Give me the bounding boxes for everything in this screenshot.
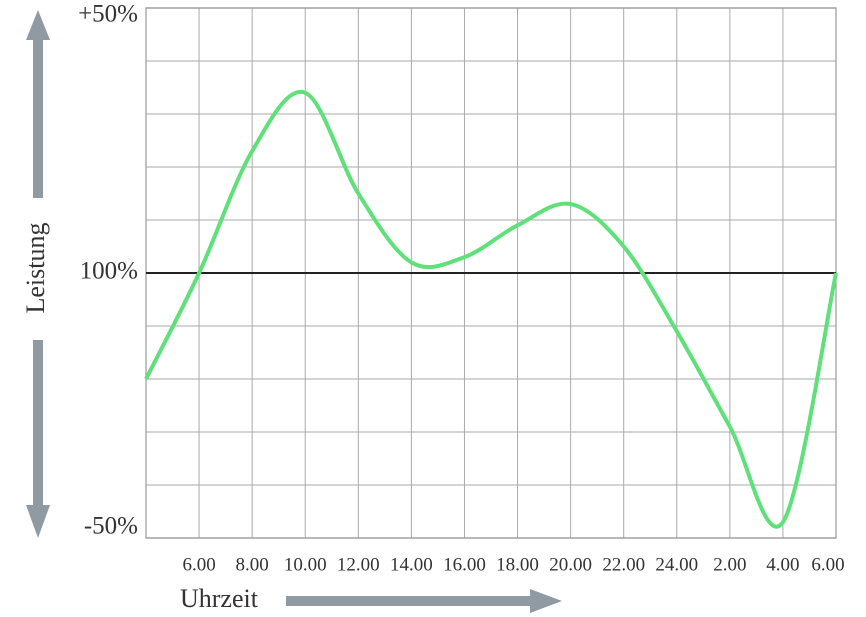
x-tick-label: 12.00	[337, 554, 380, 575]
x-tick-label: 18.00	[496, 554, 539, 575]
y-tick-label: 100%	[80, 258, 138, 285]
y-tick-label: +50%	[78, 1, 138, 28]
x-tick-label: 4.00	[766, 554, 799, 575]
x-tick-label: 8.00	[236, 554, 269, 575]
y-tick-label: -50%	[84, 513, 138, 540]
x-tick-label: 14.00	[390, 554, 433, 575]
y-axis-arrow	[26, 10, 50, 538]
x-tick-label: 16.00	[443, 554, 486, 575]
x-tick-label: 20.00	[549, 554, 592, 575]
x-axis-arrow	[286, 589, 562, 613]
x-tick-label: 6.00	[182, 554, 215, 575]
x-tick-label: 22.00	[602, 554, 645, 575]
x-tick-label: 24.00	[655, 554, 698, 575]
x-axis-label: Uhrzeit	[180, 584, 259, 613]
data-line	[144, 89, 838, 529]
x-tick-label: 6.00	[811, 554, 844, 575]
x-tick-label: 10.00	[284, 554, 327, 575]
x-tick-label: 2.00	[713, 554, 746, 575]
y-axis-label: Leistung	[21, 223, 50, 314]
